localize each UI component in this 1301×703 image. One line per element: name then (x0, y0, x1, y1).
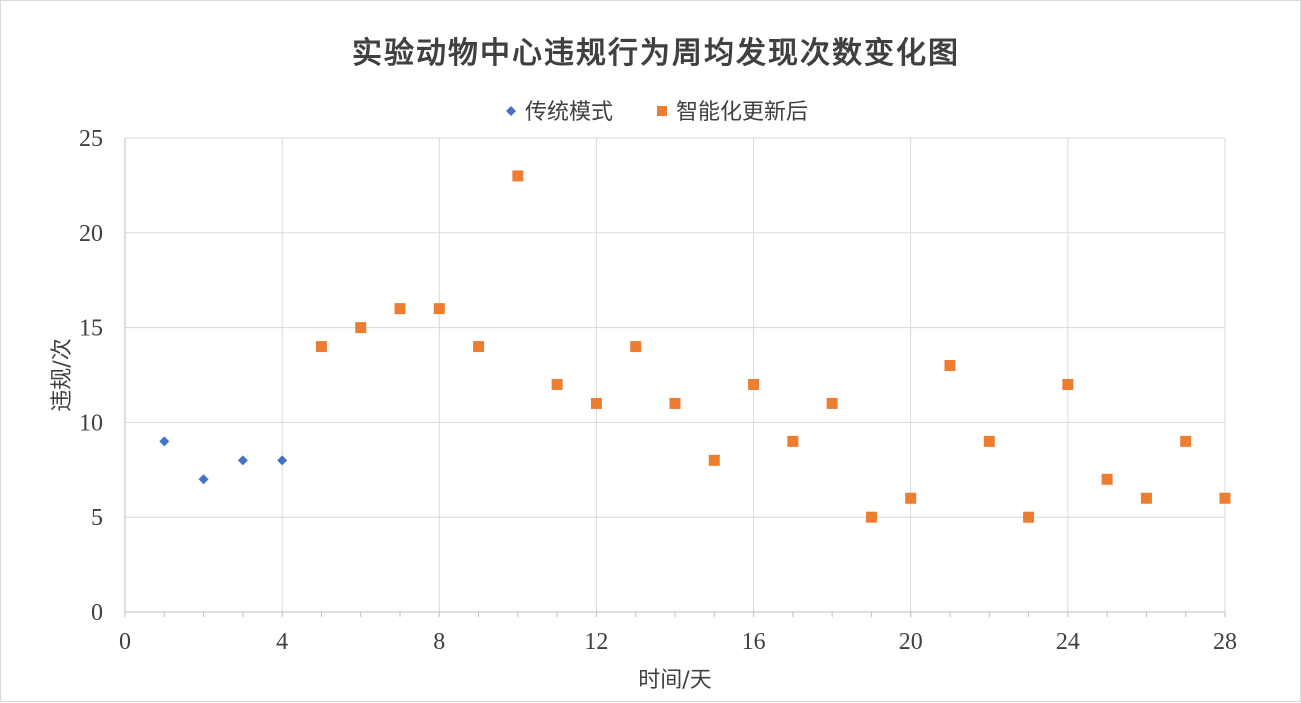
x-tick-label: 0 (119, 629, 131, 655)
tick-labels: 0 4 8 12 16 20 24 28 0 5 10 15 20 25 (79, 126, 1237, 655)
data-point-2 (433, 303, 445, 315)
legend: 传统模式 智能化更新后 (506, 100, 808, 125)
x-tick-label: 4 (276, 629, 288, 655)
data-point-2 (826, 397, 838, 409)
data-point-2 (708, 454, 720, 466)
data-point-2 (983, 435, 995, 447)
data-point-2 (1180, 435, 1192, 447)
y-tick-label: 5 (91, 505, 103, 531)
data-point-2 (669, 397, 681, 409)
legend-marker-traditional (506, 106, 516, 116)
data-point-2 (315, 341, 327, 353)
chart-title: 实验动物中心违规行为周均发现次数变化图 (352, 36, 960, 71)
legend-label: 传统模式 (525, 100, 613, 125)
x-axis-label: 时间/天 (638, 668, 711, 693)
legend-label: 智能化更新后 (676, 100, 808, 125)
data-point-1 (237, 455, 248, 466)
x-tick-label: 28 (1213, 629, 1237, 655)
data-point-2 (590, 397, 602, 409)
data-point-2 (512, 170, 524, 182)
x-tick-label: 12 (584, 629, 608, 655)
data-point-2 (865, 511, 877, 523)
axes (124, 138, 1226, 617)
x-tick-label: 16 (742, 629, 766, 655)
data-point-2 (1023, 511, 1035, 523)
y-axis-label: 违规/次 (50, 338, 75, 411)
data-point-1 (277, 455, 288, 466)
data-point-2 (551, 378, 563, 390)
y-tick-label: 15 (79, 316, 103, 342)
data-point-2 (944, 360, 956, 372)
data-point-1 (198, 474, 209, 485)
data-point-2 (748, 378, 760, 390)
y-tick-label: 0 (91, 600, 103, 626)
y-tick-label: 10 (79, 410, 103, 436)
data-point-2 (394, 303, 406, 315)
data-points (159, 170, 1231, 523)
data-point-2 (1101, 473, 1113, 485)
data-point-2 (1062, 378, 1074, 390)
data-point-1 (159, 436, 170, 447)
data-point-2 (473, 341, 485, 353)
data-point-2 (1140, 492, 1152, 504)
x-tick-label: 8 (433, 629, 445, 655)
data-point-2 (1219, 492, 1231, 504)
x-tick-label: 24 (1056, 629, 1080, 655)
y-tick-label: 25 (79, 126, 103, 152)
legend-marker-smart (657, 106, 667, 116)
data-point-2 (630, 341, 642, 353)
data-point-2 (787, 435, 799, 447)
y-tick-label: 20 (79, 221, 103, 247)
gridlines (125, 137, 1226, 612)
data-point-2 (905, 492, 917, 504)
data-point-2 (355, 322, 367, 334)
x-tick-label: 20 (899, 629, 923, 655)
